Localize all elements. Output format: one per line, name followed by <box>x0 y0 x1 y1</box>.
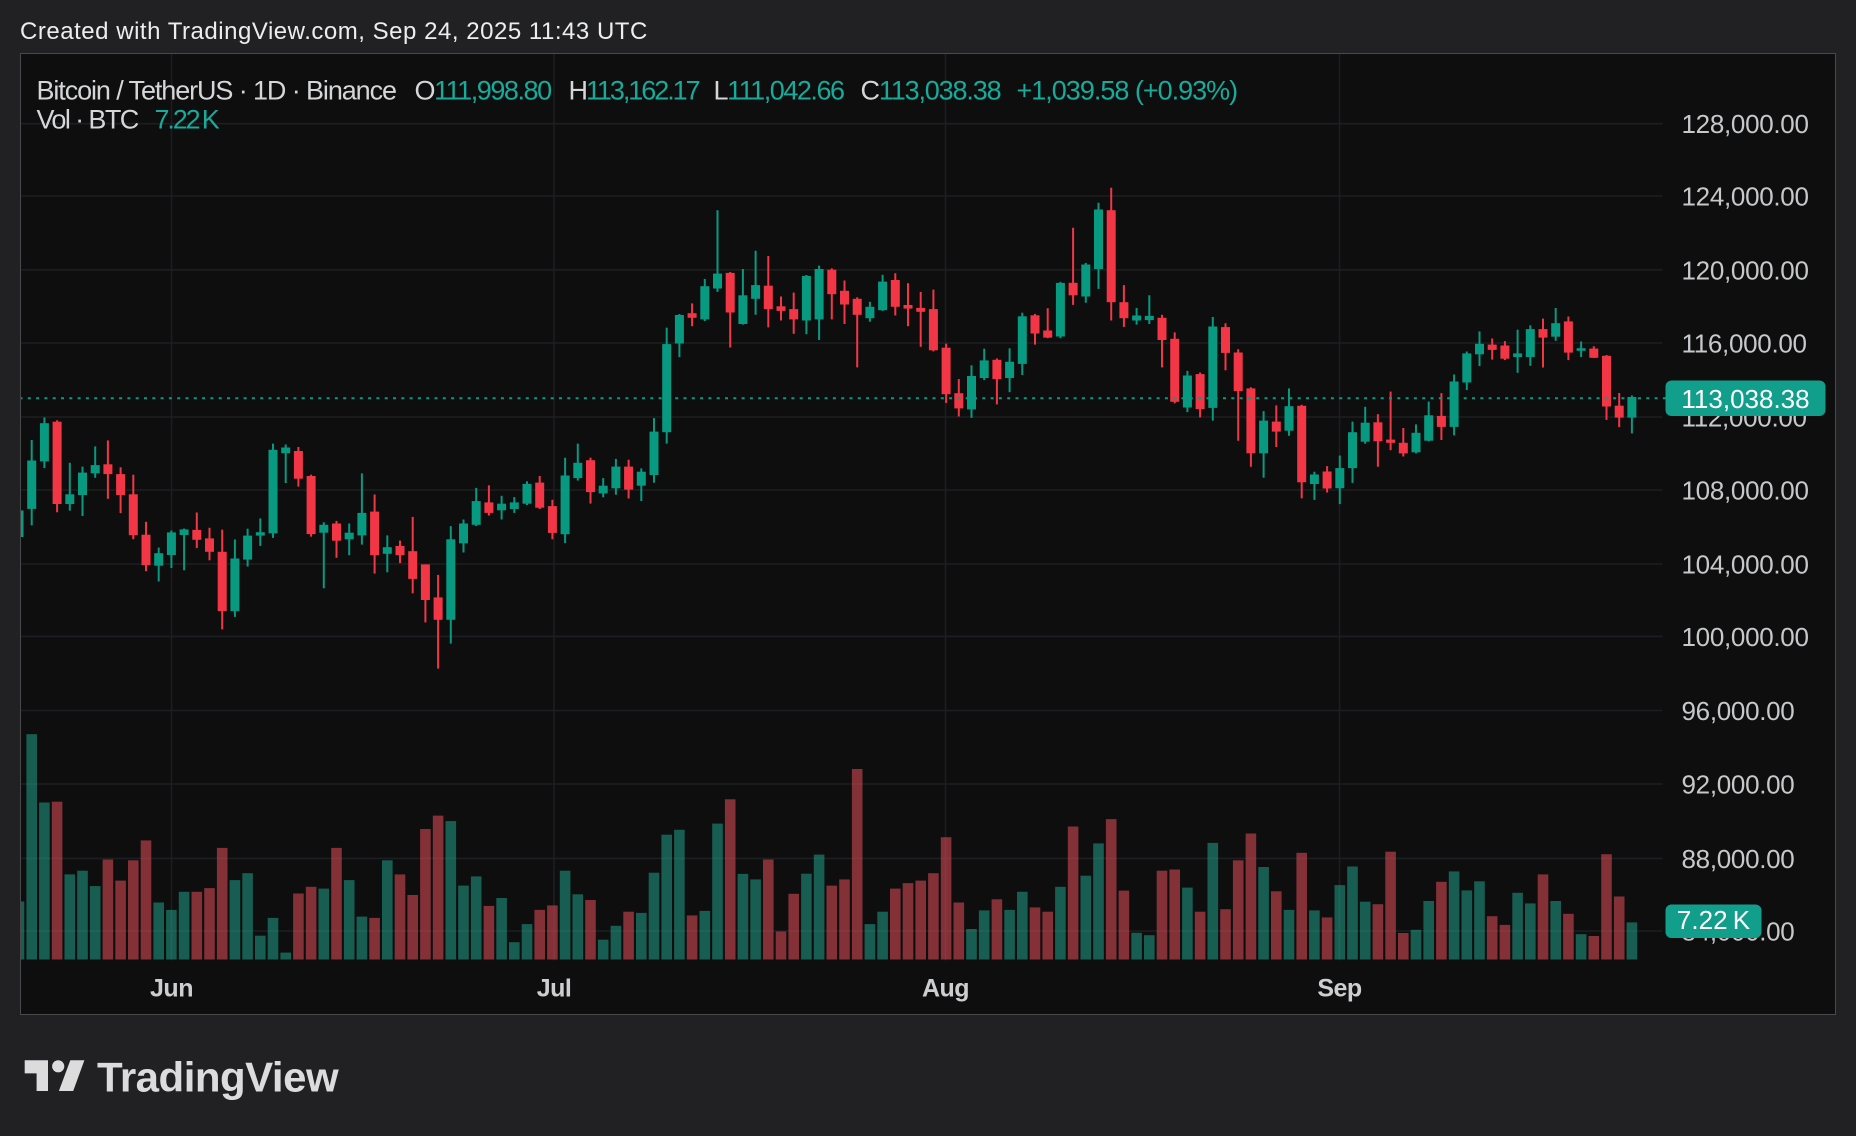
svg-text:Sep: Sep <box>1317 975 1362 1003</box>
svg-text:+1,039.58 (+0.93%): +1,039.58 (+0.93%) <box>1017 76 1238 106</box>
svg-text:116,000.00: 116,000.00 <box>1682 329 1807 359</box>
svg-text:92,000.00: 92,000.00 <box>1682 770 1795 800</box>
svg-text:104,000.00: 104,000.00 <box>1682 550 1809 580</box>
svg-text:Jul: Jul <box>537 975 572 1003</box>
svg-text:C113,038.38: C113,038.38 <box>861 76 1001 106</box>
svg-text:108,000.00: 108,000.00 <box>1682 476 1809 506</box>
svg-text:O111,998.80: O111,998.80 <box>415 76 552 106</box>
svg-text:7.22 K: 7.22 K <box>155 105 220 135</box>
svg-text:96,000.00: 96,000.00 <box>1682 696 1795 726</box>
svg-text:Jun: Jun <box>150 975 193 1003</box>
svg-text:124,000.00: 124,000.00 <box>1682 182 1809 212</box>
svg-text:120,000.00: 120,000.00 <box>1682 255 1809 285</box>
svg-text:113,038.38: 113,038.38 <box>1681 384 1809 414</box>
svg-text:Aug: Aug <box>922 975 969 1003</box>
svg-text:L111,042.66: L111,042.66 <box>714 76 845 106</box>
svg-text:7.22 K: 7.22 K <box>1677 905 1751 935</box>
svg-text:Bitcoin / TetherUS · 1D · Bina: Bitcoin / TetherUS · 1D · Binance <box>37 76 396 106</box>
svg-text:88,000.00: 88,000.00 <box>1682 844 1795 874</box>
svg-text:100,000.00: 100,000.00 <box>1682 622 1809 652</box>
svg-text:128,000.00: 128,000.00 <box>1682 109 1809 139</box>
svg-text:TradingView: TradingView <box>97 1055 339 1101</box>
svg-text:H113,162.17: H113,162.17 <box>569 76 700 106</box>
svg-text:Vol · BTC: Vol · BTC <box>37 105 139 135</box>
